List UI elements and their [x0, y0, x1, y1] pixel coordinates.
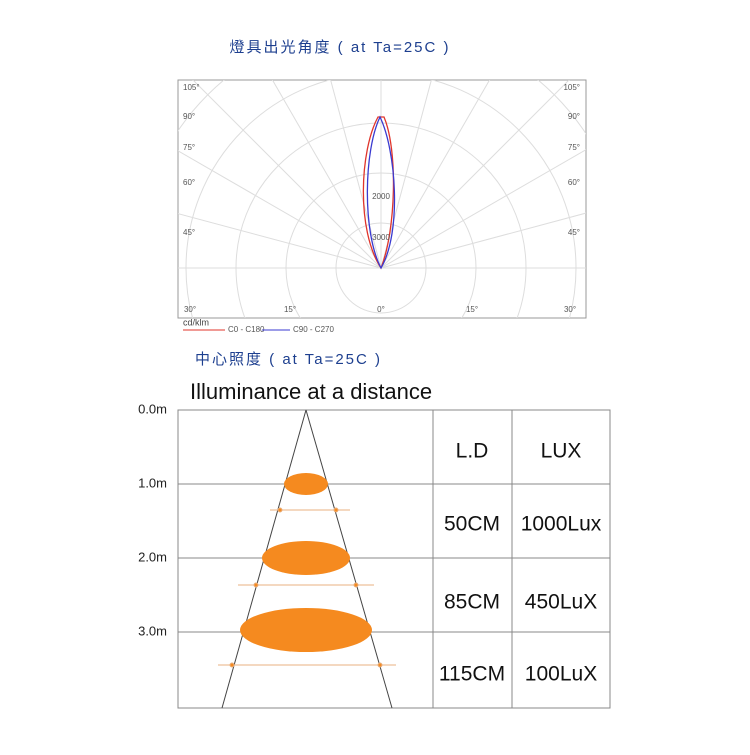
unit: cd/klm [183, 317, 209, 327]
distance-label: 3.0m [138, 623, 167, 638]
angle-label: 90° [568, 112, 580, 121]
angle-label: 105° [183, 83, 200, 92]
table-grid [177, 409, 611, 709]
grid-ray [271, 80, 382, 269]
grid-ray [380, 80, 491, 269]
polar-title: 燈具出光角度 ( at Ta=25C ) [229, 39, 450, 56]
angle-label: 75° [183, 143, 195, 152]
grid-ray [380, 149, 586, 269]
grid-ray [380, 80, 570, 269]
angle-label: 30° [184, 305, 196, 314]
angle-label: 30° [564, 305, 576, 314]
section-subtitle: Illuminance at a distance [190, 379, 432, 404]
grid-ray [380, 212, 586, 269]
curve-c0 [362, 116, 395, 270]
table-cell: 100LuX [525, 663, 597, 686]
grid-ray [192, 80, 382, 269]
angle-label: 15° [466, 305, 478, 314]
polar-frame [177, 79, 587, 319]
distance-label: 1.0m [138, 475, 167, 490]
intensity-label: 3000 [372, 233, 390, 242]
intensity-label: 2000 [372, 192, 390, 201]
light-spots [240, 473, 372, 652]
legend-label: C90 - C270 [293, 325, 334, 334]
distance-label: 0.0m [138, 401, 167, 416]
dimension-marks [218, 507, 396, 668]
table-cell: 115CM [439, 663, 505, 686]
polar-grid [178, 80, 586, 318]
distance-label: 2.0m [138, 549, 167, 564]
table-cell: 50CM [444, 513, 500, 536]
table-header: LUX [541, 440, 582, 463]
angle-label: 90° [183, 112, 195, 121]
table-cell: 1000Lux [521, 513, 602, 536]
curve-c90 [366, 115, 396, 270]
angle-label: 15° [284, 305, 296, 314]
angle-label: 45° [568, 228, 580, 237]
angle-label: 45° [183, 228, 195, 237]
grid-ray [178, 213, 382, 269]
angle-label: 60° [183, 178, 195, 187]
grid-ray [380, 80, 432, 269]
angle-label: 75° [568, 143, 580, 152]
angle-label: 105° [563, 83, 580, 92]
legend-label: C0 - C180 [228, 325, 265, 334]
table-cell: 450LuX [525, 591, 597, 614]
angle-label: 60° [568, 178, 580, 187]
angle-label: 0° [377, 305, 385, 314]
table-cell: 85CM [444, 591, 500, 614]
section-title: 中心照度 ( at Ta=25C ) [195, 351, 382, 368]
table-header: L.D [456, 440, 489, 463]
grid-ray [178, 150, 382, 269]
